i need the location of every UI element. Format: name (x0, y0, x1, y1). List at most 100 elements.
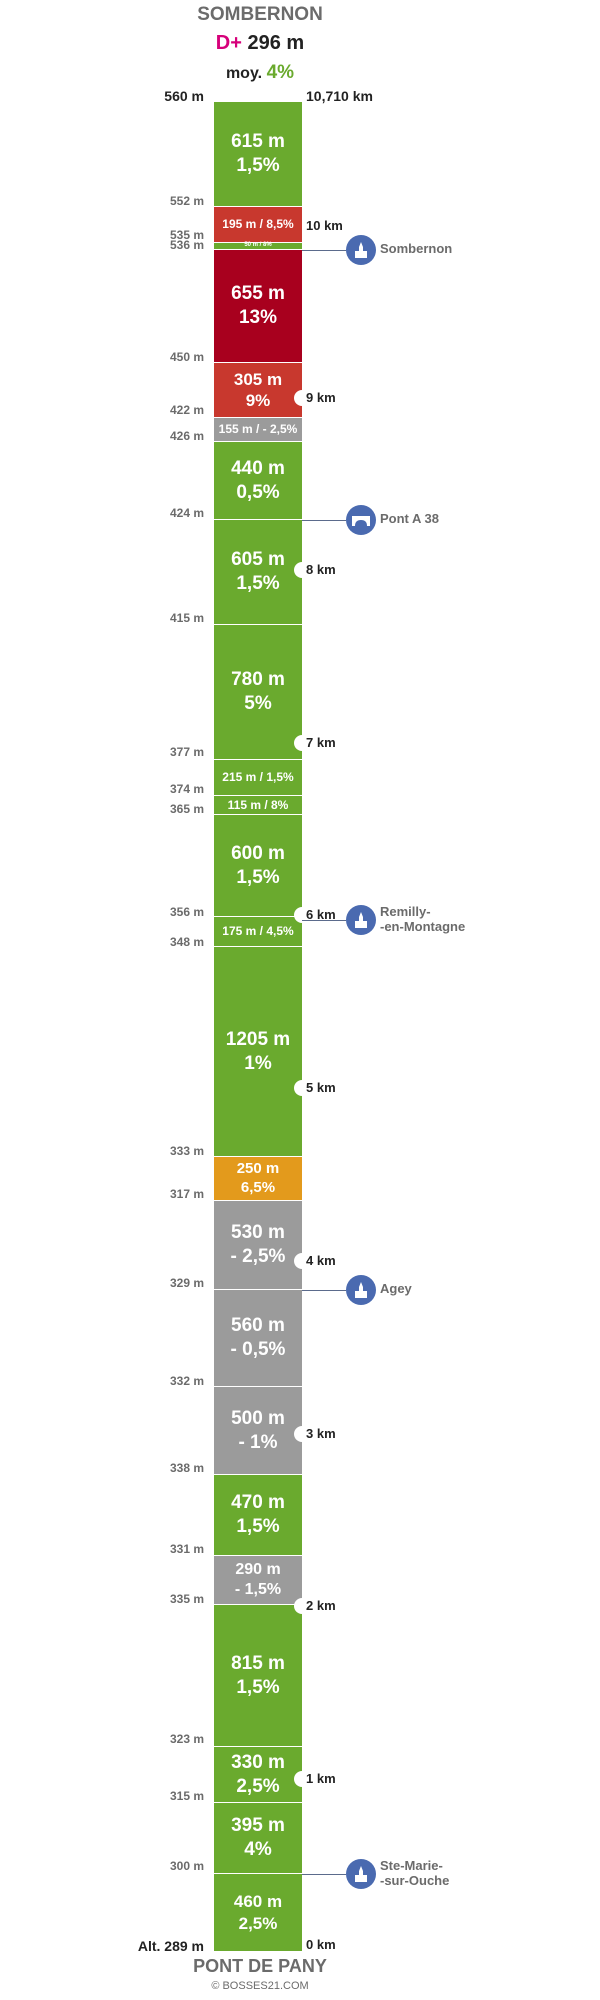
segment-label: 175 m / 4,5% (222, 924, 294, 938)
altitude-label: 315 m (169, 1789, 204, 1803)
profile-segment: 460 m 2,5% (214, 1874, 302, 1952)
altitude-label: 365 m (169, 802, 204, 816)
profile-segment: 1205 m 1% (214, 947, 302, 1157)
km-label: 4 km (306, 1253, 336, 1268)
bridge-icon (346, 505, 376, 535)
segment-label: 50 m / 8% (244, 242, 272, 249)
segment-label: 440 m 0,5% (231, 457, 285, 503)
segment-label: 470 m 1,5% (231, 1492, 285, 1537)
profile-segment: 50 m / 8% (214, 242, 302, 250)
km-label: 10 km (306, 218, 343, 233)
km-label: 5 km (306, 1080, 336, 1095)
profile-segment: 195 m / 8,5% (214, 207, 302, 243)
altitude-label: 450 m (169, 350, 204, 364)
segment-label: 250 m 6,5% (236, 1159, 280, 1196)
bottom-altitude: Alt. 289 m (137, 1938, 204, 1954)
km-notch (294, 735, 310, 751)
altitude-label: 424 m (169, 506, 204, 520)
segment-label: 330 m 2,5% (231, 1751, 285, 1797)
altitude-label: 374 m (169, 782, 204, 796)
profile-segment: 530 m - 2,5% (214, 1201, 302, 1290)
altitude-label: 422 m (169, 403, 204, 417)
altitude-label: 323 m (169, 1732, 204, 1746)
segment-label: 655 m 13% (231, 283, 285, 328)
moy-label: moy. (225, 65, 263, 82)
altitude-label: 335 m (169, 1592, 204, 1606)
dplus-label: D+ (215, 32, 242, 54)
altitude-label: 329 m (169, 1276, 204, 1290)
segment-label: 460 m 2,5% (233, 1892, 283, 1933)
poi-label: Remilly- -en-Montagne (380, 904, 466, 934)
segment-label: 815 m 1,5% (231, 1652, 285, 1698)
church-icon (346, 1859, 376, 1889)
altitude-label: 552 m (169, 194, 204, 208)
segment-label: 560 m - 0,5% (230, 1315, 286, 1360)
altitude-label: 356 m (169, 905, 204, 919)
altitude-label: 426 m (169, 429, 204, 443)
poi-connector (302, 520, 346, 521)
profile-segment: 305 m 9% (214, 363, 302, 418)
km-label: 0 km (306, 1937, 336, 1952)
profile-segment: 250 m 6,5% (214, 1157, 302, 1201)
elevation-gain: D+ 296 m (0, 32, 520, 55)
church-icon (346, 1275, 376, 1305)
poi-connector (302, 1290, 346, 1291)
segment-label: 115 m / 8% (227, 797, 289, 812)
profile-segment: 330 m 2,5% (214, 1747, 302, 1803)
dplus-value: 296 m (247, 32, 305, 54)
km-notch (294, 907, 310, 923)
profile-segment: 615 m 1,5% (214, 102, 302, 207)
segment-label: 600 m 1,5% (231, 842, 285, 888)
altitude-label: 415 m (169, 611, 204, 625)
segment-label: 500 m - 1% (231, 1407, 285, 1453)
km-notch (294, 562, 310, 578)
segment-label: 615 m 1,5% (231, 131, 285, 176)
altitude-label: 536 m (169, 238, 204, 252)
climb-profile-strip: 615 m 1,5% 195 m / 8,5% 50 m / 8% 655 m 13%… (214, 102, 302, 1952)
altitude-label: 300 m (169, 1859, 204, 1873)
km-notch (294, 1253, 310, 1269)
segment-label: 305 m 9% (233, 369, 283, 410)
altitude-label: 317 m (169, 1187, 204, 1201)
segment-label: 155 m / - 2,5% (218, 422, 298, 436)
poi-label: Agey (380, 1281, 412, 1296)
km-label: 9 km (306, 390, 336, 405)
segment-label: 290 m - 1,5% (234, 1561, 282, 1598)
profile-segment: 815 m 1,5% (214, 1605, 302, 1747)
profile-segment: 155 m / - 2,5% (214, 418, 302, 442)
profile-segment: 780 m 5% (214, 625, 302, 760)
altitude-label: 338 m (169, 1461, 204, 1475)
start-location: PONT DE PANY (193, 1956, 327, 1976)
poi-label: Ste-Marie- -sur-Ouche (380, 1858, 450, 1888)
profile-segment: 500 m - 1% (214, 1387, 302, 1475)
profile-segment: 655 m 13% (214, 250, 302, 363)
altitude-label: 377 m (169, 745, 204, 759)
segment-label: 395 m 4% (231, 1815, 285, 1860)
profile-segment: 395 m 4% (214, 1803, 302, 1874)
profile-segment: 600 m 1,5% (214, 815, 302, 917)
poi-label: Sombernon (380, 241, 453, 256)
segment-label: 195 m / 8,5% (222, 217, 294, 231)
km-label: 1 km (306, 1771, 336, 1786)
altitude-label: 332 m (169, 1374, 204, 1388)
km-label: 6 km (306, 907, 336, 922)
altitude-label: 348 m (169, 935, 204, 949)
copyright: © BOSSES21.COM (211, 1980, 309, 1992)
moy-value: 4% (266, 62, 295, 83)
km-notch (294, 1771, 310, 1787)
altitude-label: 331 m (169, 1542, 204, 1556)
segment-label: 780 m 5% (231, 669, 285, 714)
segment-label: 215 m / 1,5% (222, 770, 294, 784)
top-altitude: 560 m (164, 88, 204, 104)
church-icon (346, 235, 376, 265)
km-label: 7 km (306, 735, 336, 750)
poi-connector (302, 1874, 346, 1875)
profile-segment: 440 m 0,5% (214, 442, 302, 520)
segment-label: 530 m - 2,5% (230, 1222, 286, 1267)
church-icon (346, 905, 376, 935)
profile-segment: 215 m / 1,5% (214, 760, 302, 796)
poi-connector (302, 920, 346, 921)
km-label: 3 km (306, 1426, 336, 1441)
altitude-label: 333 m (169, 1144, 204, 1158)
profile-segment: 470 m 1,5% (214, 1475, 302, 1556)
